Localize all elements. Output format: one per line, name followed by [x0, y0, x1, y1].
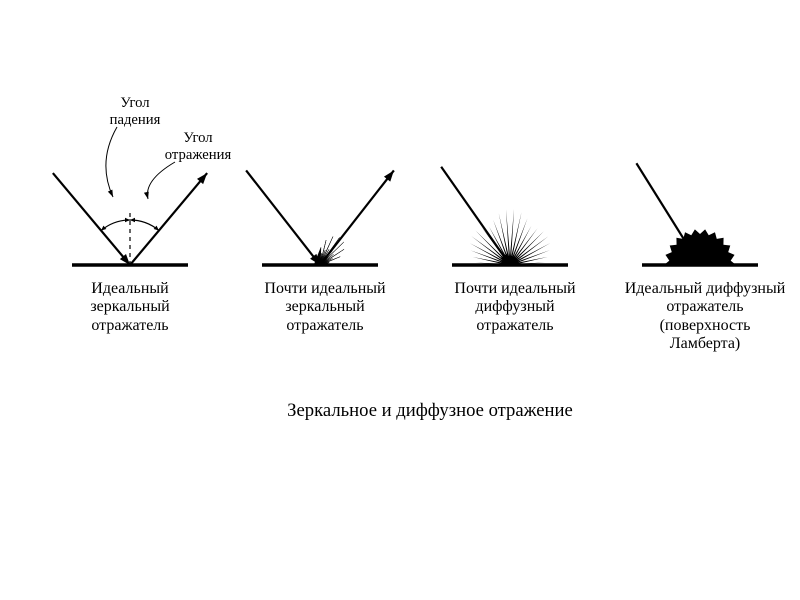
figure-title: Зеркальное и диффузное отражение [270, 400, 590, 421]
diagram-stage: Идеальныйзеркальныйотражатель Почти идеал… [0, 0, 800, 600]
label-angle-incidence: Уголпадения [95, 95, 175, 129]
panel-lambert [636, 163, 758, 265]
caption-specular-ideal: Идеальныйзеркальныйотражатель [75, 280, 185, 335]
caption-diffuse-near: Почти идеальныйдиффузныйотражатель [450, 280, 580, 335]
panel-diffuse-near [441, 167, 568, 265]
panel-specular-ideal [53, 173, 207, 265]
panel-specular-near [246, 170, 394, 265]
caption-specular-near: Почти идеальныйзеркальныйотражатель [260, 280, 390, 335]
caption-lambert: Идеальный диффузныйотражатель (поверхнос… [620, 280, 790, 354]
label-angle-reflection: Уголотражения [153, 130, 243, 164]
